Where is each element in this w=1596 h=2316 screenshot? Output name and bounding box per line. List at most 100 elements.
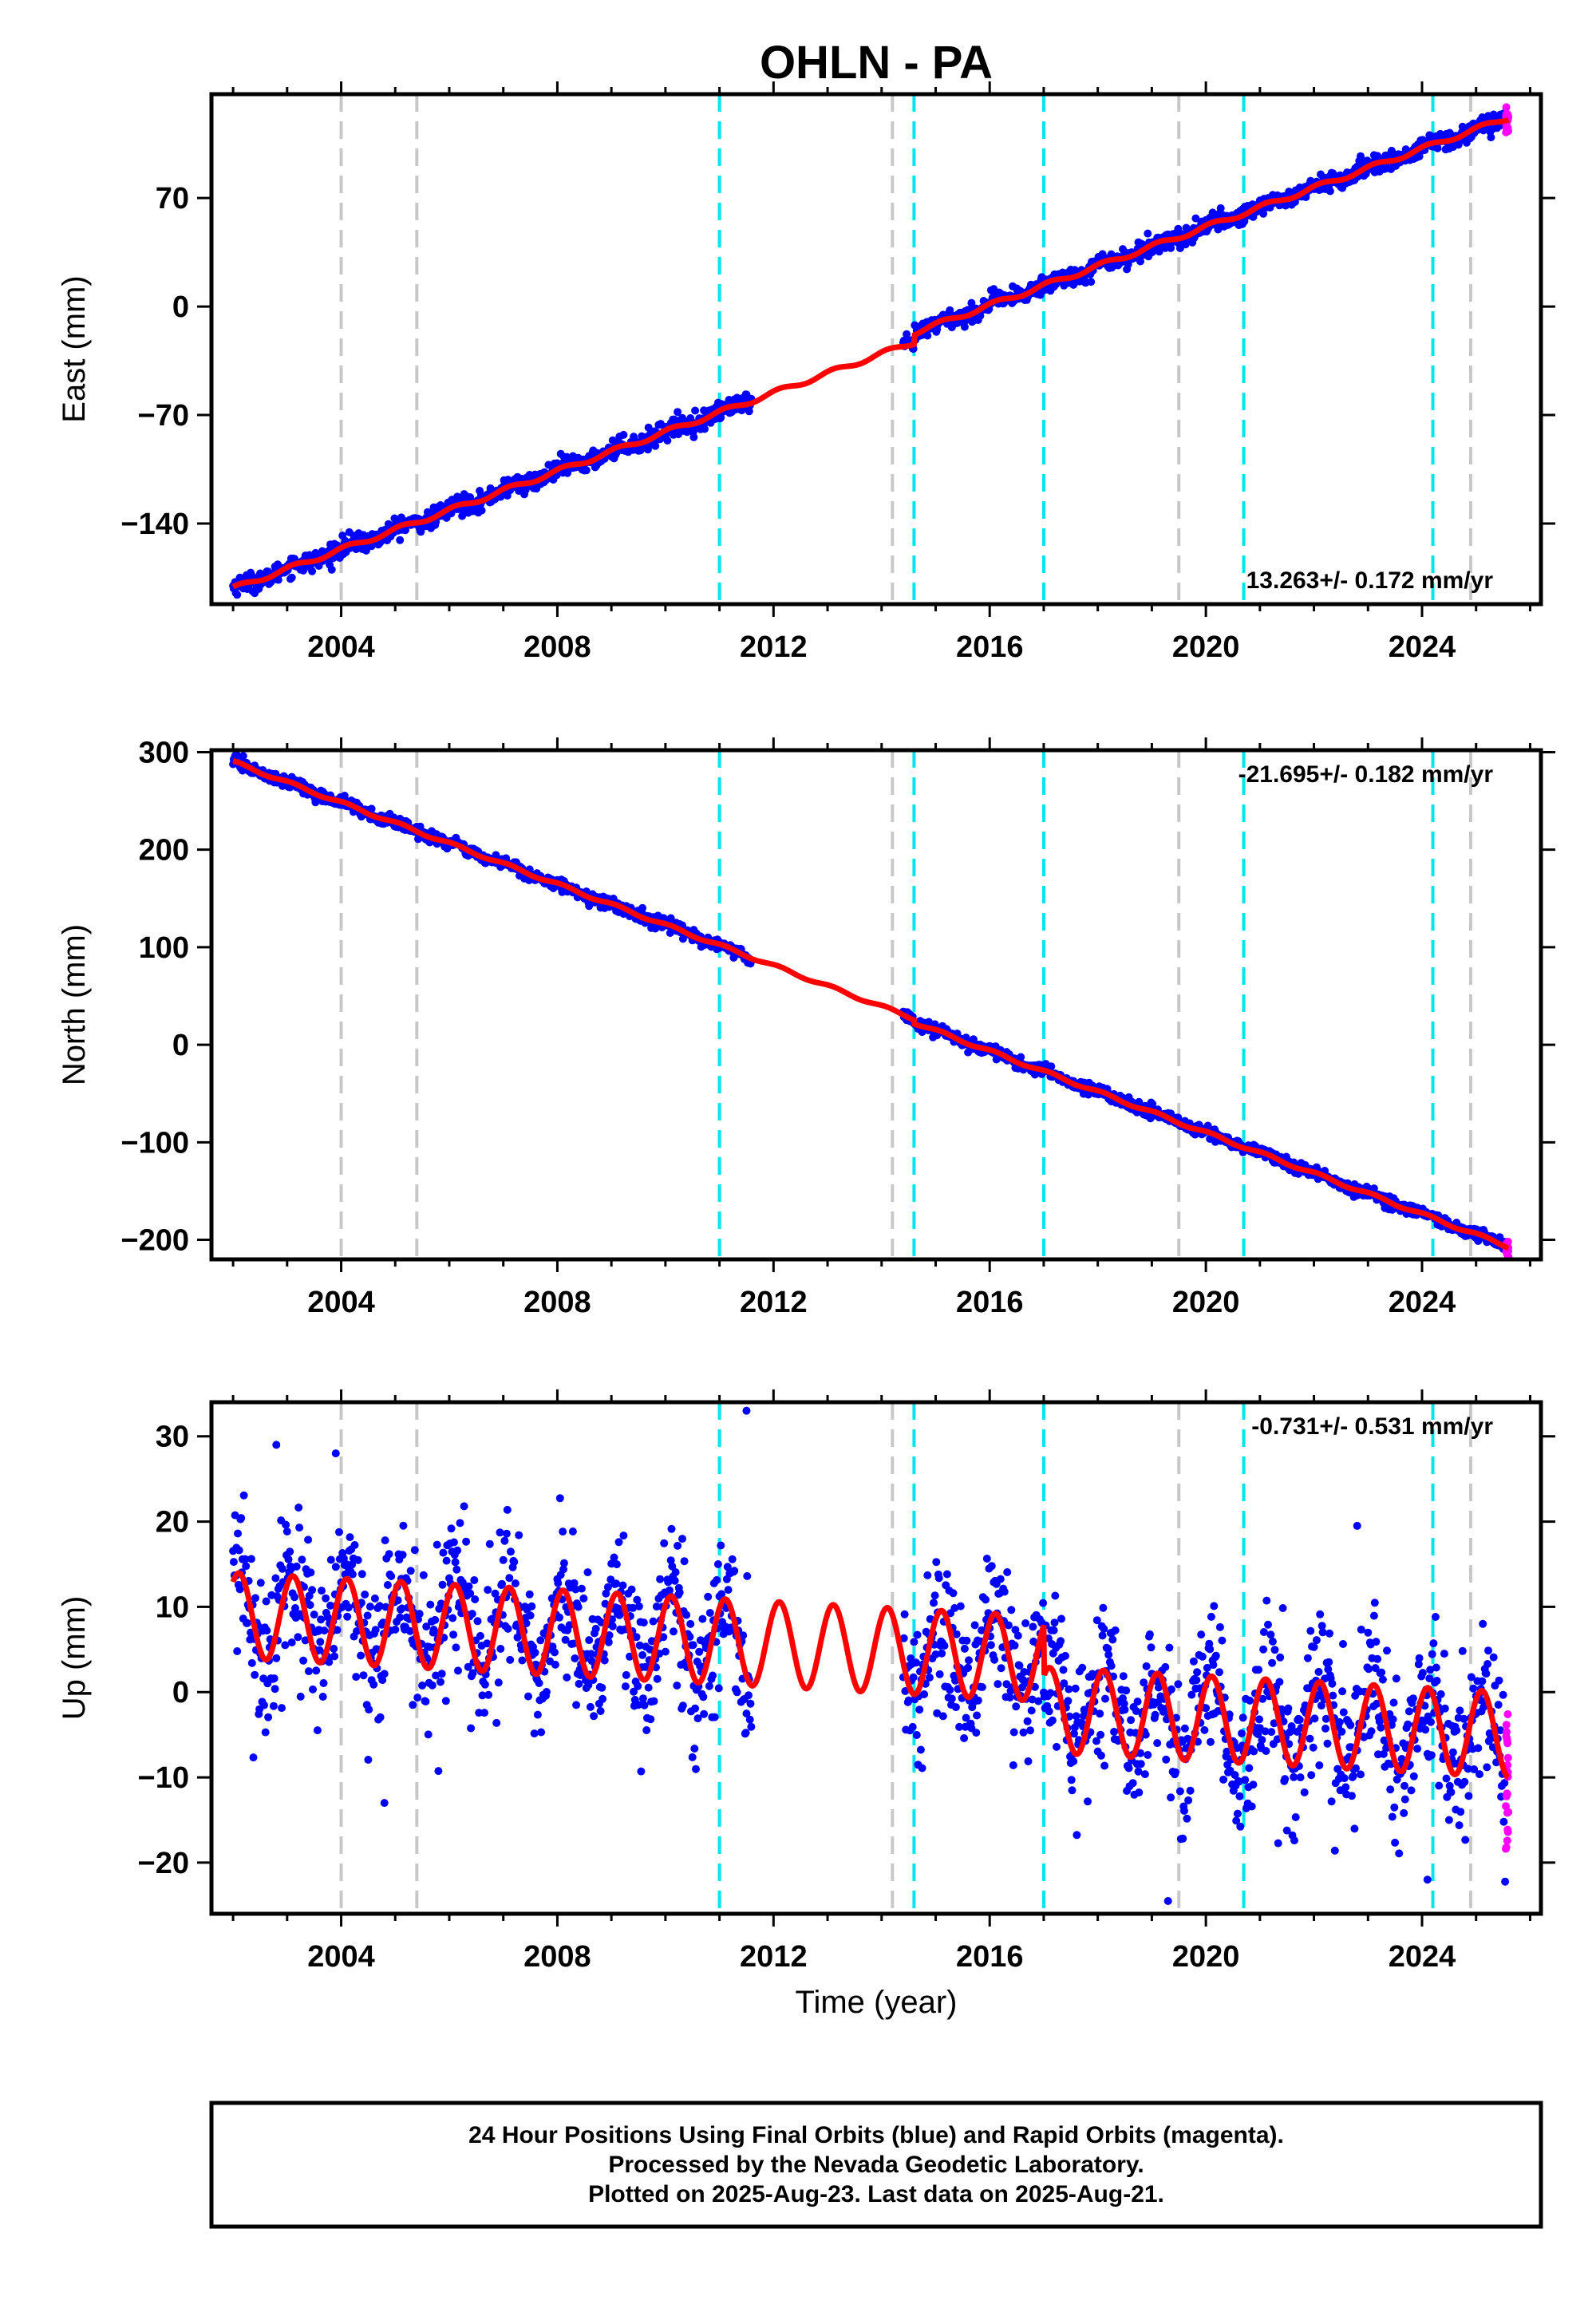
final-orbit-point: [920, 1690, 929, 1698]
final-orbit-point: [421, 1697, 430, 1705]
final-orbit-point: [525, 1590, 534, 1599]
final-orbit-point: [1184, 1796, 1193, 1804]
final-orbit-point: [930, 1591, 939, 1600]
final-orbit-point: [1325, 1658, 1333, 1666]
x-tick-label: 2024: [1389, 1286, 1456, 1319]
final-orbit-point: [296, 1692, 305, 1701]
final-orbit-point: [1307, 1771, 1316, 1780]
final-orbit-point: [741, 1729, 750, 1737]
final-orbit-point: [1099, 1603, 1108, 1612]
final-orbit-point: [537, 1728, 546, 1737]
final-orbit-point: [327, 565, 336, 574]
final-orbit-point: [243, 1618, 251, 1627]
final-orbit-point: [1267, 1728, 1276, 1737]
final-orbit-point: [1246, 1696, 1254, 1705]
final-orbit-point: [1339, 1708, 1348, 1717]
model-fit-line: [232, 757, 1510, 1251]
final-orbit-point: [1427, 1751, 1436, 1760]
final-orbit-point: [304, 1667, 313, 1676]
final-orbit-point: [1127, 1716, 1136, 1725]
final-orbit-point: [506, 1655, 515, 1664]
final-orbit-point: [1057, 1614, 1065, 1623]
y-tick-label: 0: [172, 290, 189, 324]
final-orbit-point: [1349, 1772, 1357, 1780]
final-orbit-point: [555, 1613, 563, 1622]
final-orbit-point: [1429, 1639, 1438, 1648]
final-orbit-point: [1315, 1761, 1324, 1769]
final-orbit-point: [503, 1505, 512, 1514]
final-orbit-point: [1003, 1568, 1012, 1576]
final-orbit-point: [524, 1692, 532, 1701]
final-orbit-point: [1391, 1838, 1400, 1847]
final-orbit-point: [298, 1555, 306, 1564]
final-orbit-point: [452, 1565, 461, 1574]
final-orbit-point: [1069, 1757, 1078, 1765]
final-orbit-point: [1191, 214, 1200, 223]
final-orbit-point: [364, 1756, 373, 1764]
final-orbit-point: [900, 1610, 909, 1618]
final-orbit-point: [551, 1660, 559, 1669]
final-orbit-point: [1175, 1787, 1184, 1796]
final-orbit-point: [433, 1540, 441, 1549]
final-orbit-point: [918, 1764, 926, 1773]
final-orbit-point: [428, 1681, 437, 1690]
final-orbit-point: [640, 1701, 649, 1709]
final-orbit-point: [1357, 1625, 1365, 1634]
final-orbit-point: [239, 1491, 248, 1500]
final-orbit-point: [531, 1648, 539, 1657]
final-orbit-point: [476, 1631, 484, 1640]
final-orbit-point: [269, 1701, 278, 1710]
final-orbit-point: [990, 1655, 999, 1664]
final-orbit-point: [1045, 1707, 1053, 1716]
final-orbit-point: [1096, 1751, 1105, 1760]
final-orbit-point: [536, 1636, 545, 1645]
final-orbit-point: [638, 1694, 647, 1703]
final-orbit-point: [962, 1636, 971, 1645]
final-orbit-point: [418, 1682, 427, 1690]
final-orbit-point: [1259, 1628, 1268, 1636]
final-orbit-point: [960, 322, 969, 331]
final-orbit-point: [1303, 1654, 1312, 1662]
final-orbit-point: [357, 1651, 365, 1660]
final-orbit-point: [494, 1678, 503, 1687]
final-orbit-point: [256, 1579, 265, 1587]
x-tick-label: 2004: [307, 630, 375, 664]
y-tick-label: −70: [138, 399, 189, 433]
final-orbit-point: [484, 1690, 493, 1699]
final-orbit-point: [1432, 1663, 1440, 1672]
final-orbit-point: [452, 1643, 460, 1652]
final-orbit-point: [1209, 1661, 1218, 1670]
final-orbit-point: [1310, 1642, 1318, 1651]
final-orbit-point: [730, 1567, 739, 1575]
final-orbit-point: [1068, 1786, 1077, 1795]
final-orbit-point: [591, 1624, 600, 1633]
final-orbit-point: [500, 1536, 509, 1545]
final-orbit-point: [598, 1683, 606, 1692]
final-orbit-point: [1161, 1662, 1170, 1671]
final-orbit-point: [1180, 1807, 1188, 1815]
final-orbit-point: [237, 1514, 246, 1523]
final-orbit-point: [1004, 1621, 1013, 1630]
final-orbit-point: [1084, 1797, 1092, 1806]
final-orbit-point: [692, 1765, 700, 1773]
final-orbit-point: [1167, 243, 1175, 252]
final-orbit-point: [1278, 1604, 1287, 1612]
final-orbit-point: [1435, 1781, 1444, 1790]
final-orbit-point: [278, 1704, 286, 1713]
final-orbit-point: [1262, 1747, 1270, 1755]
final-orbit-point: [586, 1702, 595, 1711]
final-orbit-point: [417, 528, 425, 536]
final-orbit-point: [1392, 1674, 1400, 1683]
final-orbit-point: [1087, 278, 1096, 287]
final-orbit-point: [1046, 1689, 1055, 1697]
y-tick-label: 0: [172, 1029, 189, 1062]
final-orbit-point: [568, 1528, 577, 1535]
final-orbit-point: [678, 1701, 687, 1710]
final-orbit-point: [639, 1618, 648, 1627]
final-orbit-point: [331, 1563, 340, 1571]
final-orbit-point: [1348, 1792, 1356, 1800]
final-orbit-point: [1300, 1788, 1309, 1796]
final-orbit-point: [1100, 1625, 1108, 1633]
